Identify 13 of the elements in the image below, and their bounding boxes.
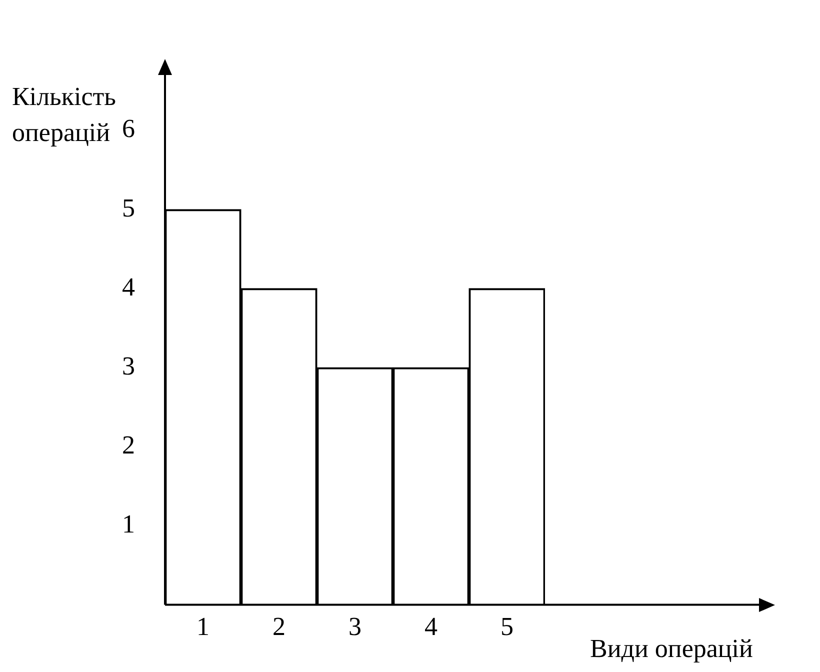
y-tick-label: 5: [122, 193, 135, 222]
y-tick-label: 6: [122, 114, 135, 144]
y-tick-label: 2: [122, 430, 135, 460]
x-tick-label: 2: [272, 612, 286, 642]
x-tick-label: 5: [500, 612, 514, 642]
y-tick-label: 3: [122, 351, 135, 380]
x-tick-label: 1: [196, 612, 210, 642]
x-tick-label: 3: [348, 612, 362, 642]
x-tick-label: 4: [424, 612, 438, 642]
x-axis-title: Види операцій: [590, 634, 754, 663]
y-axis-title: Кількість операцій: [12, 82, 116, 147]
y-tick-label: 1: [122, 510, 135, 539]
y-tick-label: 4: [122, 272, 135, 302]
